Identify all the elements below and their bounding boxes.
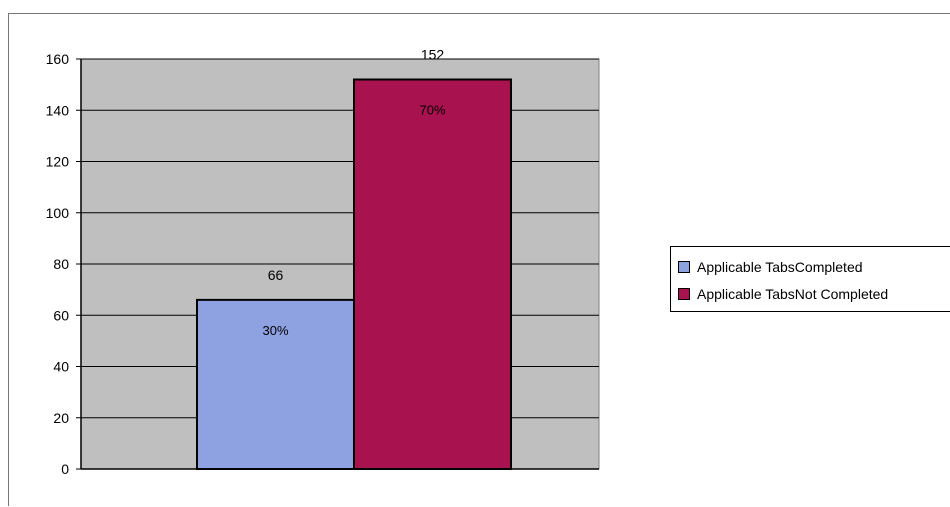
bar-value-label-2: 152 <box>421 47 445 63</box>
legend-item-not-completed: Applicable TabsNot Completed <box>678 280 950 307</box>
y-tick-label-60: 60 <box>53 307 69 323</box>
bar-percent-label-1: 30% <box>262 323 288 338</box>
bar-1 <box>196 298 355 470</box>
y-tick-label-20: 20 <box>53 410 69 426</box>
y-tick-label-140: 140 <box>46 102 70 118</box>
chart-legend: Applicable TabsCompleted Applicable Tabs… <box>670 246 950 312</box>
legend-swatch-not-completed <box>678 287 690 300</box>
legend-swatch-completed <box>678 260 690 273</box>
bar-chart: 0 20 40 60 80 100 120 140 160 66 30% 152 70% <box>46 47 600 477</box>
legend-item-completed: Applicable TabsCompleted <box>678 253 950 280</box>
y-tick-label-120: 120 <box>46 154 70 170</box>
legend-label-completed: Applicable TabsCompleted <box>697 258 863 275</box>
y-tick-label-40: 40 <box>53 359 69 375</box>
y-tick-label-100: 100 <box>46 205 70 221</box>
chart-frame: 0 20 40 60 80 100 120 140 160 66 30% 152 70% Applica… <box>8 13 950 506</box>
y-tick-label-160: 160 <box>46 51 70 67</box>
legend-label-not-completed: Applicable TabsNot Completed <box>697 285 889 302</box>
bar-value-label-1: 66 <box>268 267 284 283</box>
bar-percent-label-2: 70% <box>419 103 445 118</box>
y-tick-label-80: 80 <box>53 256 69 272</box>
y-tick-label-0: 0 <box>61 461 69 477</box>
bar-2 <box>353 78 512 470</box>
